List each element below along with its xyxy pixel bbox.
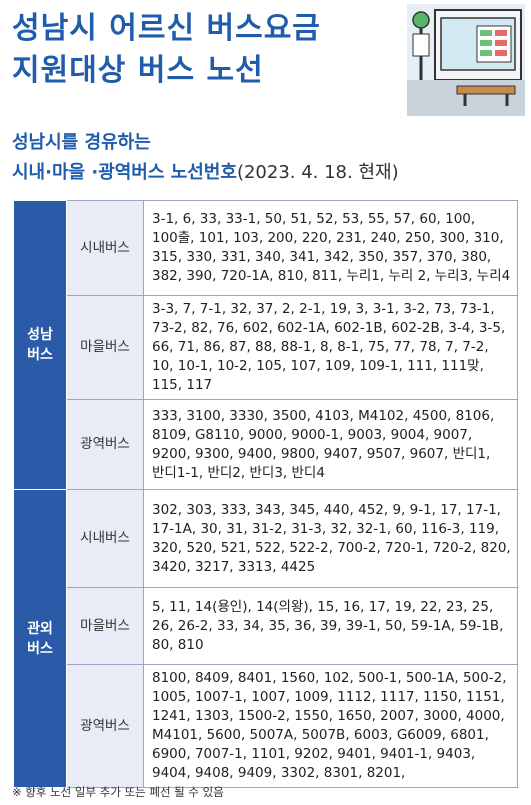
route-table: 성남 버스 시내버스 3-1, 6, 33, 33-1, 50, 51, 52, 53…: [13, 200, 518, 788]
subtitle-line: 성남시를 경유하는: [12, 132, 151, 153]
route-list: 302, 303, 333, 343, 345, 440, 452, 9, 9-…: [143, 489, 518, 588]
table-row: 성남 버스 시내버스 3-1, 6, 33, 33-1, 50, 51, 52, 53…: [13, 200, 518, 490]
footnote: ※ 향후 노선 일부 추가 또는 폐선 될 수 있음: [12, 785, 224, 799]
subtitle: 성남시를 경유하는 시내·마을 ·광역버스 노선번호(2023. 4. 18. …: [12, 128, 399, 188]
table-row: 마을버스 5, 11, 14(용인), 14(의왕), 15, 16, 17, 1…: [14, 587, 518, 665]
title-line: 성남시 어르신 버스요금: [12, 11, 321, 46]
route-list: 3-1, 6, 33, 33-1, 50, 51, 52, 53, 55, 57…: [143, 200, 518, 296]
route-list: 3-3, 7, 7-1, 32, 37, 2, 2-1, 19, 3, 3-1,…: [143, 295, 518, 400]
subtitle-text: 시내·마을 ·광역버스 노선번호: [12, 162, 237, 183]
title: 성남시 어르신 버스요금 지원대상 버스 노선: [12, 8, 321, 92]
group-label: 성남: [27, 327, 53, 343]
bus-type: 마을버스: [66, 295, 144, 400]
group-label: 버스: [27, 347, 53, 363]
group-label: 버스: [27, 640, 53, 657]
bus-type: 광역버스: [66, 399, 144, 490]
subtitle-line: 시내·마을 ·광역버스 노선번호(2023. 4. 18. 현재): [12, 158, 399, 188]
route-list: 333, 3100, 3330, 3500, 4103, M4102, 4500…: [143, 399, 518, 490]
bus-type: 시내버스: [66, 489, 144, 588]
table-body: 성남 버스 시내버스 3-1, 6, 33, 33-1, 50, 51, 52, 53…: [13, 200, 518, 788]
bus-stop-illustration: [407, 4, 525, 116]
table-row: 광역버스 8100, 8409, 8401, 1560, 102, 500-1, …: [14, 664, 518, 788]
title-line: 지원대상 버스 노선: [12, 53, 264, 88]
bus-type: 광역버스: [66, 664, 144, 788]
group-label: 관외: [27, 620, 53, 637]
table-row: 광역버스 333, 3100, 3330, 3500, 4103, M4102, …: [14, 399, 518, 490]
table-row: 관외 버스 시내버스 302, 303, 333, 343, 345, 440, 45…: [13, 489, 518, 788]
route-list: 5, 11, 14(용인), 14(의왕), 15, 16, 17, 19, 2…: [143, 587, 518, 665]
date: (2023. 4. 18. 현재): [236, 162, 399, 183]
table-row: 마을버스 3-3, 7, 7-1, 32, 37, 2, 2-1, 19, 3, …: [14, 295, 518, 400]
route-list: 8100, 8409, 8401, 1560, 102, 500-1, 500-…: [143, 664, 518, 788]
bus-type: 시내버스: [66, 200, 144, 296]
bus-type: 마을버스: [66, 587, 144, 665]
